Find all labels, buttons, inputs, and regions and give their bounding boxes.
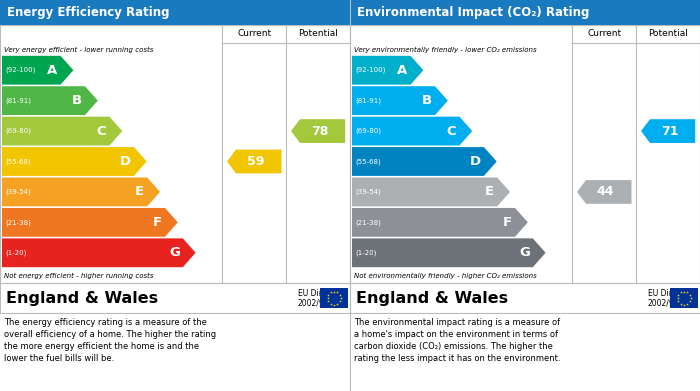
Text: (92-100): (92-100) xyxy=(5,67,36,74)
Bar xyxy=(0,0,350,25)
Text: B: B xyxy=(72,94,82,107)
Text: (55-68): (55-68) xyxy=(355,158,381,165)
Polygon shape xyxy=(352,239,545,267)
Polygon shape xyxy=(352,117,473,145)
Text: Very environmentally friendly - lower CO₂ emissions: Very environmentally friendly - lower CO… xyxy=(354,47,537,53)
Text: E: E xyxy=(485,185,494,198)
Text: (92-100): (92-100) xyxy=(355,67,386,74)
Text: Potential: Potential xyxy=(648,29,688,38)
Text: Current: Current xyxy=(237,29,272,38)
Polygon shape xyxy=(352,178,510,206)
Text: 44: 44 xyxy=(597,185,615,198)
Text: D: D xyxy=(470,155,481,168)
Polygon shape xyxy=(352,208,528,237)
Text: E: E xyxy=(135,185,144,198)
Text: G: G xyxy=(169,246,180,259)
Text: (21-38): (21-38) xyxy=(5,219,31,226)
Bar xyxy=(350,25,700,283)
Text: (81-91): (81-91) xyxy=(5,97,31,104)
Polygon shape xyxy=(291,119,345,143)
Text: A: A xyxy=(48,64,57,77)
Text: England & Wales: England & Wales xyxy=(6,291,158,305)
Text: F: F xyxy=(153,216,162,229)
Text: Current: Current xyxy=(587,29,622,38)
Text: England & Wales: England & Wales xyxy=(356,291,508,305)
Text: C: C xyxy=(97,125,106,138)
Bar xyxy=(320,288,348,308)
Polygon shape xyxy=(2,86,98,115)
Text: (69-80): (69-80) xyxy=(355,128,381,135)
Polygon shape xyxy=(2,147,147,176)
Polygon shape xyxy=(2,208,178,237)
Text: Not energy efficient - higher running costs: Not energy efficient - higher running co… xyxy=(4,273,153,279)
Text: EU Directive: EU Directive xyxy=(648,289,695,298)
Text: C: C xyxy=(447,125,456,138)
Text: (1-20): (1-20) xyxy=(5,249,27,256)
Bar xyxy=(0,25,350,283)
Polygon shape xyxy=(577,180,631,204)
Bar xyxy=(670,288,698,308)
Bar xyxy=(350,0,700,25)
Polygon shape xyxy=(227,150,281,173)
Polygon shape xyxy=(352,56,424,84)
Text: (1-20): (1-20) xyxy=(355,249,377,256)
Text: F: F xyxy=(503,216,512,229)
Text: (21-38): (21-38) xyxy=(355,219,381,226)
Text: (55-68): (55-68) xyxy=(5,158,31,165)
Text: 78: 78 xyxy=(311,125,328,138)
Text: G: G xyxy=(519,246,530,259)
Text: D: D xyxy=(120,155,131,168)
Text: Environmental Impact (CO₂) Rating: Environmental Impact (CO₂) Rating xyxy=(357,6,589,19)
Polygon shape xyxy=(2,117,122,145)
Text: The energy efficiency rating is a measure of the
overall efficiency of a home. T: The energy efficiency rating is a measur… xyxy=(4,318,216,364)
Polygon shape xyxy=(352,147,497,176)
Text: (39-54): (39-54) xyxy=(355,189,381,195)
Text: (39-54): (39-54) xyxy=(5,189,31,195)
Polygon shape xyxy=(2,56,73,84)
Text: 2002/91/EC: 2002/91/EC xyxy=(298,298,342,307)
Polygon shape xyxy=(641,119,695,143)
Text: (81-91): (81-91) xyxy=(355,97,381,104)
Text: A: A xyxy=(398,64,407,77)
Text: Not environmentally friendly - higher CO₂ emissions: Not environmentally friendly - higher CO… xyxy=(354,273,537,279)
Text: Very energy efficient - lower running costs: Very energy efficient - lower running co… xyxy=(4,47,153,53)
Polygon shape xyxy=(2,178,160,206)
Text: EU Directive: EU Directive xyxy=(298,289,345,298)
Text: 71: 71 xyxy=(661,125,678,138)
Bar xyxy=(350,283,700,313)
Text: 2002/91/EC: 2002/91/EC xyxy=(648,298,692,307)
Text: The environmental impact rating is a measure of
a home's impact on the environme: The environmental impact rating is a mea… xyxy=(354,318,561,364)
Polygon shape xyxy=(352,86,448,115)
Text: 59: 59 xyxy=(247,155,265,168)
Bar xyxy=(0,283,350,313)
Text: Potential: Potential xyxy=(298,29,338,38)
Text: (69-80): (69-80) xyxy=(5,128,31,135)
Text: Energy Efficiency Rating: Energy Efficiency Rating xyxy=(7,6,169,19)
Text: B: B xyxy=(422,94,432,107)
Polygon shape xyxy=(2,239,195,267)
